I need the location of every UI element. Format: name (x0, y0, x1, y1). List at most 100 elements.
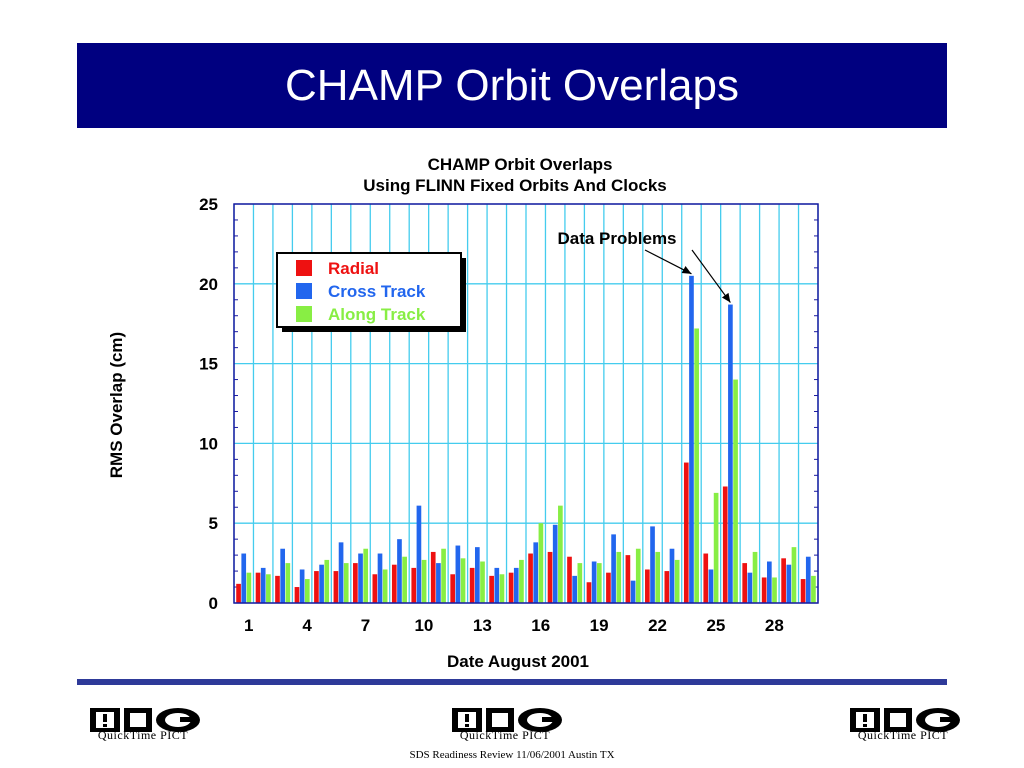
bar-radial (606, 572, 611, 603)
bar-cross-track (338, 542, 344, 603)
bar-cross-track (377, 553, 383, 603)
footer-text: SDS Readiness Review 11/06/2001 Austin T… (409, 749, 615, 761)
y-tick-label: 25 (199, 195, 218, 214)
bar-along-track (324, 559, 330, 603)
bar-cross-track (416, 505, 422, 603)
legend-swatch (296, 260, 312, 276)
y-tick-labels: 0 5 10 15 20 25 (199, 195, 218, 613)
legend-swatch (296, 306, 312, 322)
bar-cross-track (572, 575, 578, 603)
bar-radial (645, 569, 650, 603)
legend-label: Cross Track (328, 282, 426, 301)
x-tick-label: 1 (244, 616, 253, 635)
quicktime-logo-center: QuickTime PICT (446, 705, 564, 743)
bar-cross-track (766, 561, 772, 603)
bar-along-track (733, 379, 738, 603)
bar-cross-track (397, 539, 402, 603)
plot-frame (233, 203, 819, 604)
bar-along-track (421, 559, 427, 603)
x-tick-label: 16 (531, 616, 550, 635)
bar-cross-track (786, 564, 792, 603)
bar-cross-track (455, 545, 461, 603)
annotation-arrow (691, 249, 731, 303)
bar-radial (450, 574, 456, 603)
bar-radial (353, 563, 358, 603)
bar-along-track (382, 569, 388, 603)
quicktime-pict-icon (850, 708, 960, 732)
x-tick-label: 13 (473, 616, 492, 635)
bar-radial (800, 579, 806, 603)
quicktime-logo-right: QuickTime PICT (844, 705, 962, 743)
y-tick-label: 15 (199, 355, 218, 374)
bar-cross-track (650, 526, 655, 603)
bar-along-track (499, 574, 505, 603)
bar-radial (255, 572, 261, 603)
chart-subtitle: Using FLINN Fixed Orbits And Clocks (363, 176, 667, 195)
y-tick-label: 20 (199, 275, 218, 294)
bar-radial (430, 551, 436, 603)
quicktime-pict-icon (90, 708, 200, 732)
chart-bars (236, 275, 816, 603)
x-tick-label: 10 (414, 616, 433, 635)
bar-cross-track (728, 304, 733, 603)
bar-along-track (519, 559, 524, 603)
annotation-text: Data Problems (557, 229, 676, 248)
annotation-arrowhead (721, 292, 731, 303)
bar-radial (625, 555, 631, 603)
bar-radial (372, 574, 378, 603)
y-tick-label: 0 (209, 594, 218, 613)
logo-caption: QuickTime PICT (857, 728, 949, 742)
bar-radial (489, 575, 494, 603)
bar-radial (469, 567, 475, 603)
x-tick-label: 4 (302, 616, 312, 635)
bar-cross-track (358, 553, 363, 603)
bar-along-track (363, 548, 369, 603)
x-tick-label: 19 (590, 616, 609, 635)
bar-cross-track (708, 569, 714, 603)
bar-along-track (811, 575, 816, 603)
legend-swatch (296, 283, 312, 299)
chart-legend: Radial Cross Track Along Track (276, 252, 466, 332)
bar-cross-track (474, 547, 480, 603)
bar-radial (294, 587, 300, 603)
legend-label: Radial (328, 259, 379, 278)
bar-radial (333, 571, 339, 603)
bar-radial (508, 572, 514, 603)
slide-title-banner: CHAMP Orbit Overlaps (77, 43, 947, 128)
bar-along-track (655, 551, 661, 603)
bar-radial (703, 553, 709, 603)
slide-title: CHAMP Orbit Overlaps (285, 60, 739, 110)
bar-cross-track (805, 556, 811, 603)
bar-along-track (343, 563, 349, 603)
bar-cross-track (611, 534, 616, 603)
bar-cross-track (436, 563, 441, 603)
x-tick-label: 25 (706, 616, 725, 635)
bar-along-track (558, 505, 563, 603)
bar-along-track (616, 551, 622, 603)
bar-along-track (752, 551, 758, 603)
bar-along-track (791, 547, 797, 603)
bar-radial (275, 575, 280, 603)
bar-along-track (304, 579, 310, 603)
bar-along-track (713, 492, 719, 603)
bar-cross-track (630, 580, 636, 603)
y-tick-label: 10 (199, 434, 218, 453)
bar-cross-track (533, 542, 539, 603)
bar-radial (742, 563, 748, 603)
quicktime-logo-left: QuickTime PICT (84, 705, 202, 743)
x-tick-label: 7 (361, 616, 370, 635)
bar-radial (586, 582, 592, 603)
x-tick-label: 28 (765, 616, 784, 635)
bar-along-track (441, 548, 446, 603)
bar-radial (411, 567, 417, 603)
bar-radial (761, 577, 767, 603)
bar-radial (236, 583, 241, 603)
bar-cross-track (689, 275, 694, 603)
bar-along-track (538, 523, 544, 603)
bar-radial (567, 556, 572, 603)
bar-radial (683, 462, 689, 603)
bar-cross-track (591, 561, 597, 603)
quicktime-pict-icon (452, 708, 562, 732)
bar-radial (528, 553, 533, 603)
bar-cross-track (241, 553, 247, 603)
